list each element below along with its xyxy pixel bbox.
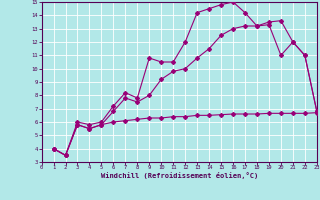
X-axis label: Windchill (Refroidissement éolien,°C): Windchill (Refroidissement éolien,°C)	[100, 172, 258, 179]
